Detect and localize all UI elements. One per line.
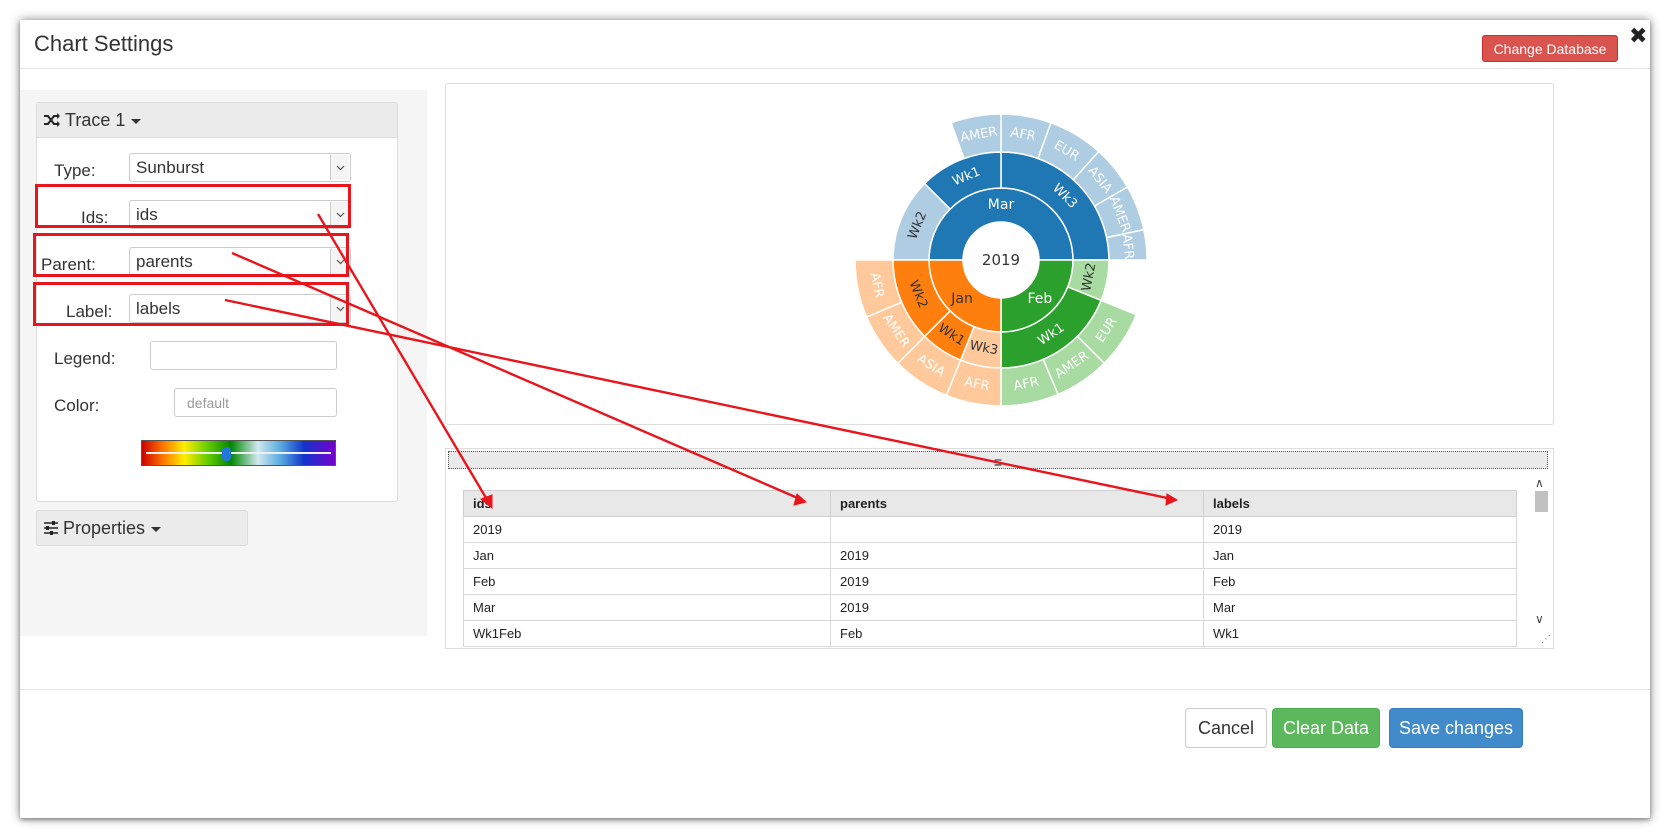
region-segment[interactable] [950,113,1002,160]
trace-dropdown[interactable]: Trace 1 [37,103,397,138]
region-segment[interactable] [1000,113,1052,160]
data-grid-panel: ≡ ids parents labels 2019 2019 Jan 2019 Jan F… [445,448,1554,649]
color-input[interactable]: default [174,388,337,417]
ids-label: Ids: [81,208,109,227]
slider-track [146,452,331,454]
month-label: Mar [988,197,1015,213]
month-label: Jan [950,291,973,307]
table-cell[interactable]: Jan [463,542,831,569]
chevron-up-icon[interactable]: ∧ [1535,476,1544,490]
resize-grip-bar[interactable]: ≡ [448,451,1548,470]
type-select[interactable]: Sunburst [129,153,351,182]
chart-settings-dialog: Chart Settings Change Database ✖ Trace 1… [20,20,1650,818]
table-cell[interactable]: Mar [463,594,831,621]
column-header-ids[interactable]: ids [463,490,831,517]
table-cell[interactable]: Wk1 [1203,620,1517,647]
ids-select-value: ids [136,205,158,224]
chevron-down-icon [330,155,349,180]
table-row[interactable]: Feb 2019 Feb [463,568,1517,595]
table-row[interactable]: Mar 2019 Mar [463,594,1517,621]
ids-select[interactable]: ids [129,200,351,229]
caret-down-icon [151,527,162,532]
column-header-labels[interactable]: labels [1203,490,1517,517]
table-cell[interactable]: Feb [830,620,1204,647]
drag-handle-icon: ≡ [994,454,1003,470]
clear-data-button[interactable]: Clear Data [1272,708,1380,748]
trace-label: Trace 1 [65,109,126,130]
week-segment-label: Wk2 [1079,262,1099,293]
ids-annotation-box [35,184,351,228]
table-row[interactable]: Wk1Feb Feb Wk1 [463,620,1517,647]
legend-label: Legend: [54,349,116,368]
properties-dropdown[interactable]: Properties [36,510,248,546]
shuffle-icon [44,113,60,127]
table-cell[interactable] [830,516,1204,543]
colorscale-slider[interactable] [141,440,336,466]
change-database-button[interactable]: Change Database [1482,35,1618,62]
parent-select-value: parents [136,252,193,271]
table-cell[interactable]: 2019 [830,542,1204,569]
region-segment-label: AMER [959,124,998,145]
region-segment[interactable] [1036,121,1100,181]
parent-annotation-box [33,233,349,277]
region-segment-label: AFR [1009,125,1037,144]
footer-divider [20,689,1650,690]
settings-panel: Trace 1 Type: Sunburst Ids: ids Parent: … [20,90,427,636]
table-cell[interactable]: 2019 [830,568,1204,595]
table-cell[interactable]: Mar [1203,594,1517,621]
dialog-header: Chart Settings Change Database ✖ [20,20,1650,69]
properties-label: Properties [63,517,146,538]
dialog-title: Chart Settings [34,31,174,56]
table-cell[interactable]: 2019 [830,594,1204,621]
vertical-scrollbar[interactable]: ∧ ∨ [1531,472,1551,648]
sliders-icon [44,521,58,535]
table-cell[interactable]: Feb [463,568,831,595]
type-label: Type: [54,161,96,180]
cancel-button[interactable]: Cancel [1185,708,1267,748]
region-segment[interactable] [1105,228,1148,261]
slider-handle[interactable] [222,447,231,461]
week-segment[interactable] [892,182,952,261]
table-cell[interactable]: Feb [1203,568,1517,595]
month-label: Feb [1027,291,1052,307]
table-cell[interactable]: Jan [1203,542,1517,569]
column-header-parents[interactable]: parents [830,490,1204,517]
label-select-value: labels [136,299,181,318]
table-header-row: ids parents labels [463,490,1517,517]
type-select-value: Sunburst [136,158,205,177]
table-row[interactable]: 2019 2019 [463,516,1517,543]
region-segment-label: AFR [1119,233,1137,260]
region-segment-label: AFR [867,271,887,299]
table-cell[interactable]: Wk1Feb [463,620,831,647]
table-cell[interactable]: 2019 [1203,516,1517,543]
table-row[interactable]: Jan 2019 Jan [463,542,1517,569]
close-icon[interactable]: ✖ [1629,23,1648,48]
label-annotation-box [33,282,349,326]
table-cell[interactable]: 2019 [463,516,831,543]
label-label: Label: [66,302,113,321]
chevron-down-icon[interactable]: ∨ [1535,612,1544,626]
save-changes-button[interactable]: Save changes [1389,708,1523,748]
caret-down-icon [131,119,142,124]
sunburst-center-label: 2019 [982,251,1020,269]
resize-corner-icon[interactable]: ⋰ [1541,634,1551,645]
legend-input[interactable] [150,341,337,370]
data-table: ids parents labels 2019 2019 Jan 2019 Jan Feb… [463,490,1517,647]
scrollbar-thumb[interactable] [1535,491,1548,512]
color-label: Color: [54,396,100,415]
parent-label: Parent: [41,255,96,274]
chart-preview: Mar Feb Jan 2019 Wk3 Wk1 Wk2 Wk2 Wk1 Wk3 Wk1 Wk2 AFR… [445,83,1554,425]
sunburst-chart: MarFebJan2019Wk3Wk1Wk2Wk2Wk1Wk3Wk1Wk2AFR… [854,113,1148,407]
